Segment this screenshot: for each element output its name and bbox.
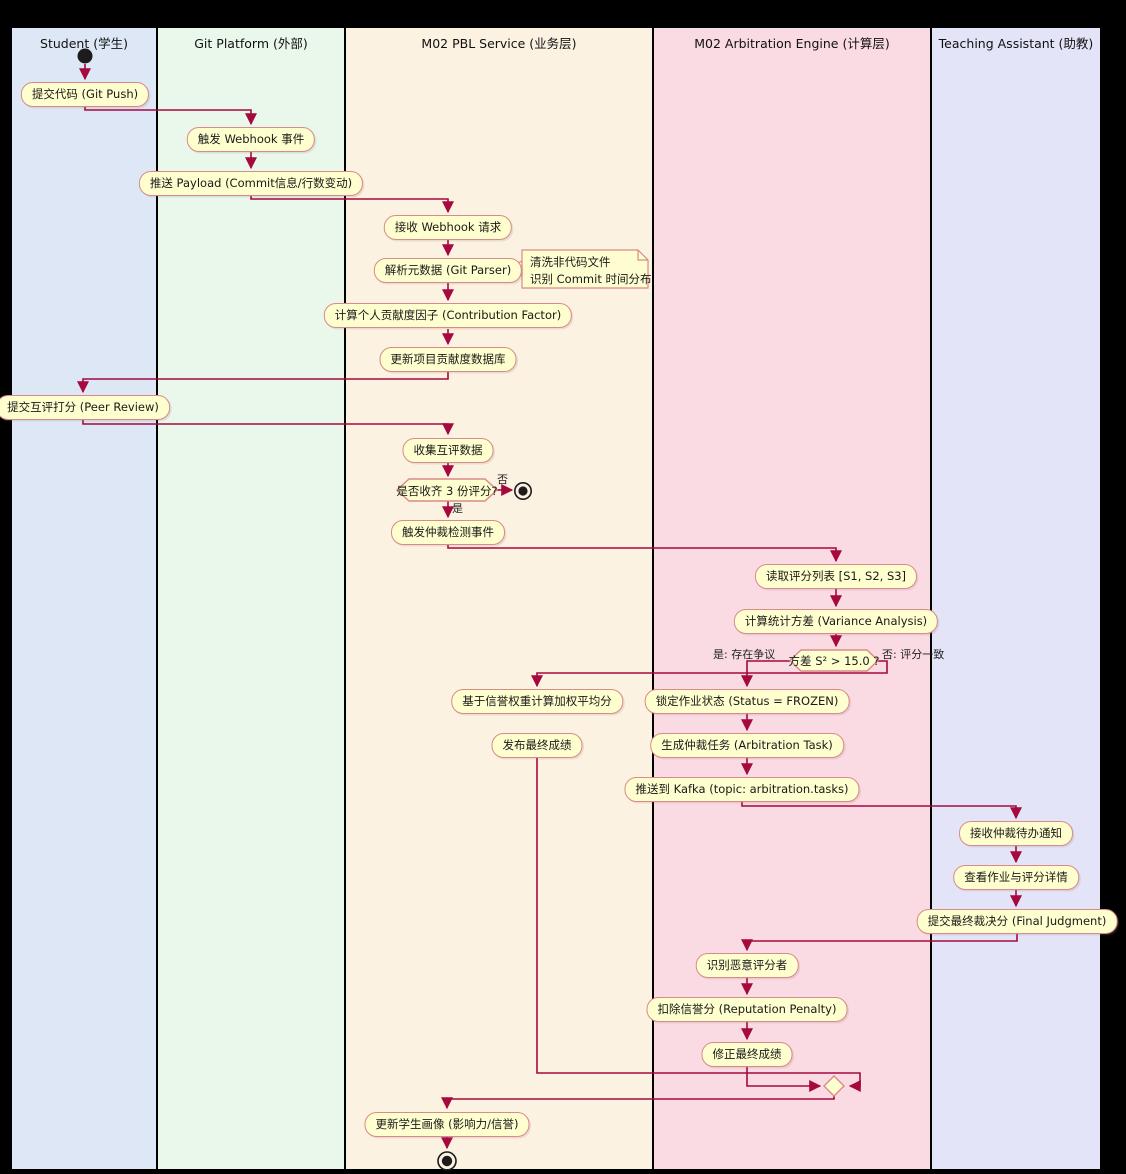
lane-title-teaching-assistant: Teaching Assistant (助教) xyxy=(938,36,1094,51)
activity-publish-grade: 发布最终成绩 xyxy=(491,733,583,758)
lane-title-student: Student (学生) xyxy=(40,36,128,51)
lane-title-git-platform: Git Platform (外部) xyxy=(194,36,308,51)
activity-trigger-arbitration: 触发仲裁检测事件 xyxy=(391,520,505,545)
decision-variance-label: 方差 S² > 15.0 ? xyxy=(788,654,880,668)
note-line-1: 清洗非代码文件 xyxy=(530,255,611,269)
activity-submit-code: 提交代码 (Git Push) xyxy=(20,82,150,107)
activity-peer-review: 提交互评打分 (Peer Review) xyxy=(0,395,170,420)
activity-push-payload: 推送 Payload (Commit信息/行数变动) xyxy=(138,171,364,196)
lane-pbl-service: M02 PBL Service (业务层) xyxy=(344,28,652,1169)
activity-parse-metadata: 解析元数据 (Git Parser) xyxy=(373,258,523,283)
lane-title-arbitration-engine: M02 Arbitration Engine (计算层) xyxy=(694,36,890,51)
edge-label-collected-yes: 是 xyxy=(452,502,463,515)
activity-variance-analysis: 计算统计方差 (Variance Analysis) xyxy=(733,609,939,634)
edge-label-variance-yes: 是: 存在争议 xyxy=(713,648,776,661)
activity-contribution-factor: 计算个人贡献度因子 (Contribution Factor) xyxy=(323,303,573,328)
activity-receive-webhook: 接收 Webhook 请求 xyxy=(383,215,513,240)
edge-label-variance-no: 否: 评分一致 xyxy=(882,648,945,661)
activity-create-task: 生成仲裁任务 (Arbitration Task) xyxy=(650,733,844,758)
activity-collect-reviews: 收集互评数据 xyxy=(402,438,494,463)
activity-fix-grade: 修正最终成绩 xyxy=(701,1042,793,1067)
activity-reputation-penalty: 扣除信誉分 (Reputation Penalty) xyxy=(646,997,848,1022)
lane-teaching-assistant: Teaching Assistant (助教) xyxy=(930,28,1102,1169)
activity-webhook-event: 触发 Webhook 事件 xyxy=(186,127,316,152)
activity-update-db: 更新项目贡献度数据库 xyxy=(379,347,517,372)
decision-collected-label: 是否收齐 3 份评分? xyxy=(396,484,498,498)
activity-push-kafka: 推送到 Kafka (topic: arbitration.tasks) xyxy=(624,777,860,802)
note-line-2: 识别 Commit 时间分布 xyxy=(530,271,652,286)
swimlane-container: Student (学生) Git Platform (外部) M02 PBL S… xyxy=(10,28,1102,1169)
lane-title-pbl-service: M02 PBL Service (业务层) xyxy=(421,36,577,51)
lane-student: Student (学生) xyxy=(10,28,156,1169)
activity-final-judgment: 提交最终裁决分 (Final Judgment) xyxy=(916,909,1118,934)
activity-receive-notice: 接收仲裁待办通知 xyxy=(959,821,1073,846)
activity-read-scores: 读取评分列表 [S1, S2, S3] xyxy=(754,564,918,589)
activity-identify-malicious: 识别恶意评分者 xyxy=(695,953,799,978)
lane-git-platform: Git Platform (外部) xyxy=(156,28,344,1169)
activity-update-profile: 更新学生画像 (影响力/信誉) xyxy=(364,1112,530,1137)
note-git-parser: 清洗非代码文件 识别 Commit 时间分布 xyxy=(530,254,652,287)
activity-lock-status: 锁定作业状态 (Status = FROZEN) xyxy=(644,689,850,714)
activity-weighted-avg: 基于信誉权重计算加权平均分 xyxy=(451,689,623,714)
edge-label-collected-no: 否 xyxy=(497,473,508,486)
activity-view-details: 查看作业与评分详情 xyxy=(953,865,1079,890)
